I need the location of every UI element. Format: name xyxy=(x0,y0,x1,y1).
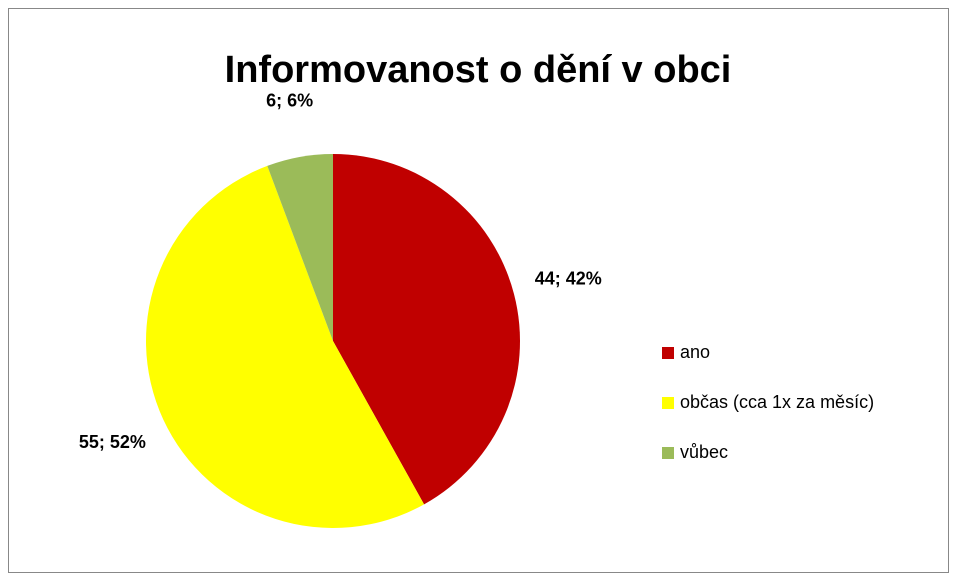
data-label: 6; 6% xyxy=(266,91,313,111)
pie-slice xyxy=(333,154,520,505)
pie-slice xyxy=(267,154,333,341)
legend-swatch xyxy=(662,397,674,409)
legend-label: ano xyxy=(680,342,710,362)
pie-slice xyxy=(146,165,425,528)
chart-title: Informovanost o dění v obci xyxy=(225,49,732,91)
legend-swatch xyxy=(662,447,674,459)
legend-label: občas (cca 1x za měsíc) xyxy=(680,392,874,412)
legend-label: vůbec xyxy=(680,442,728,462)
data-label: 44; 42% xyxy=(535,269,602,289)
legend-swatch xyxy=(662,347,674,359)
data-label: 55; 52% xyxy=(79,432,146,452)
